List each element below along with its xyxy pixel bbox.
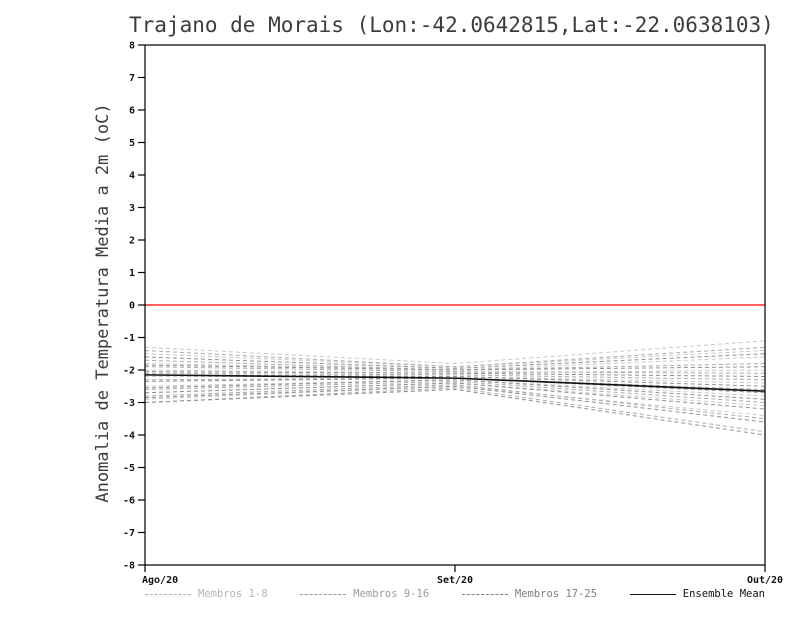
y-tick-label: 5 [129,138,135,149]
chart-title: Trajano de Morais (Lon:-42.0642815,Lat:-… [129,13,774,37]
ensemble-member-line [144,380,766,403]
y-tick-label: 8 [129,41,135,52]
x-tick-label: Ago/20 [142,575,178,586]
ensemble-member-line [144,385,766,423]
x-tick-label: Out/20 [747,575,783,586]
legend: Membros 1-8 Membros 9-16 Membros 17-25 E… [145,588,765,600]
y-tick-label: 3 [129,203,135,214]
ensemble-member-line [144,379,766,400]
ensemble-member-line [144,388,766,436]
legend-item-membros-1-8: Membros 1-8 [145,588,268,600]
y-tick-label: -4 [123,431,135,442]
ensemble-member-line [144,340,766,365]
legend-label: Membros 9-16 [353,588,430,600]
legend-item-ensemble-mean: Ensemble Mean [629,588,765,600]
ensemble-member-line [144,372,766,381]
ensemble-member-line [144,387,766,433]
y-tick-label: -3 [123,398,135,409]
ensemble-member-line [144,346,766,368]
y-tick-label: 6 [129,106,135,117]
ensemble-member-line [144,384,766,420]
y-tick-label: -6 [123,496,135,507]
legend-line-sample-solid [629,593,676,595]
legend-item-membros-9-16: Membros 9-16 [300,588,429,600]
y-tick-label: 0 [129,301,135,312]
legend-label: Ensemble Mean [682,588,765,600]
y-tick-label: 2 [129,236,135,247]
ensemble-member-line [144,382,766,410]
ensemble-member-line [144,353,766,369]
legend-line-sample-dashed [145,593,191,595]
x-tick-label: Set/20 [437,575,473,586]
y-tick-label: -2 [123,366,135,377]
y-tick-label: -7 [123,528,135,539]
legend-label: Membros 1-8 [198,588,268,600]
y-tick-label: -5 [123,463,135,474]
legend-item-membros-17-25: Membros 17-25 [461,588,598,600]
y-tick-label: 4 [129,171,135,182]
ensemble-mean-line [144,374,766,392]
y-tick-label: 7 [129,73,135,84]
legend-label: Membros 17-25 [514,588,598,600]
ensemble-member-line [144,371,766,377]
y-tick-label: 1 [129,268,135,279]
ensemble-member-line [144,366,766,374]
legend-line-sample-dashed [300,593,347,595]
y-tick-label: -1 [123,333,135,344]
y-tick-label: -8 [123,561,135,572]
ensemble-member-line [144,364,766,371]
ensemble-member-line [144,374,766,387]
legend-line-sample-dashed [461,593,508,595]
